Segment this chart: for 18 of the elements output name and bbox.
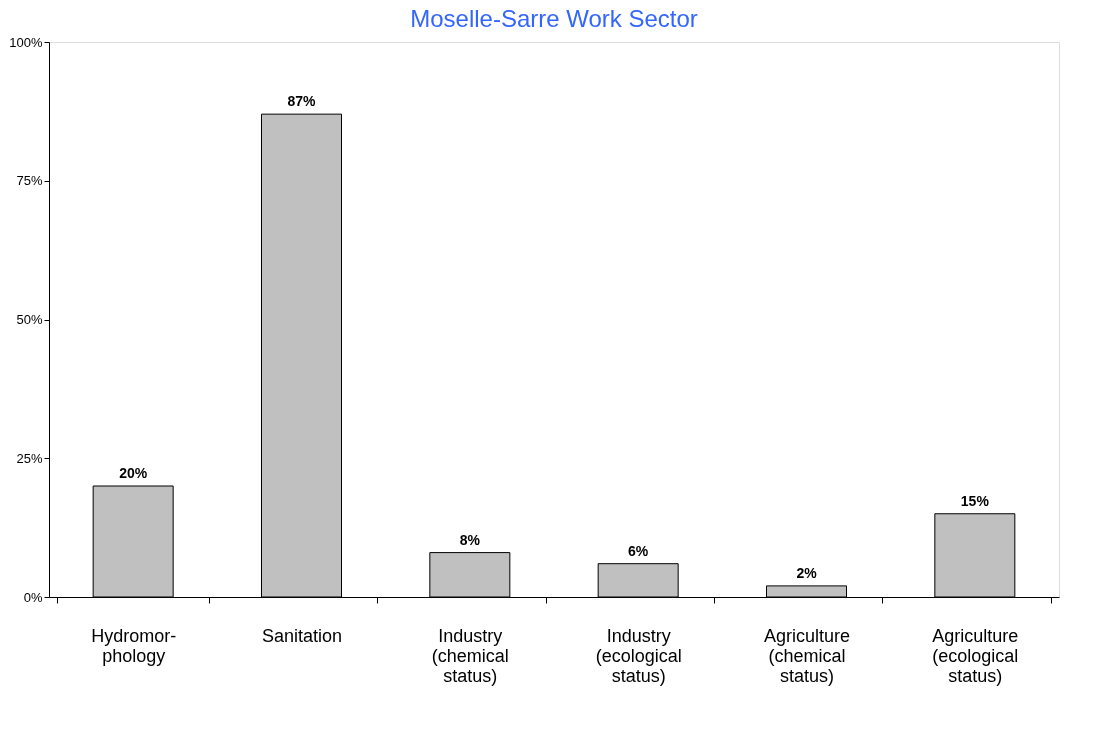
y-tick-label: 0%: [23, 589, 43, 605]
x-tick-label: Industry (chemical status): [431, 625, 509, 686]
data-label: 87%: [287, 93, 317, 110]
x-tick-label: Agriculture (chemical status): [763, 625, 851, 686]
x-tick-label: Industry (ecological status): [595, 625, 682, 686]
y-tick-label: 50%: [16, 312, 43, 327]
data-label: 2%: [796, 564, 818, 581]
y-tick-label: 25%: [16, 450, 43, 466]
x-tick-label: Sanitation: [261, 625, 343, 646]
data-label: 8%: [459, 531, 481, 548]
data-label: 6%: [628, 542, 649, 559]
x-tick-label: Hydromor- phology: [91, 625, 177, 666]
data-label: 20%: [119, 465, 148, 481]
y-tick-label: 100%: [9, 34, 43, 50]
x-tick-label: Agriculture (ecological status): [932, 625, 1019, 686]
y-tick-label: 75%: [16, 173, 43, 189]
data-label: 15%: [960, 492, 990, 509]
chart-title: Moselle-Sarre Work Sector: [410, 5, 698, 32]
